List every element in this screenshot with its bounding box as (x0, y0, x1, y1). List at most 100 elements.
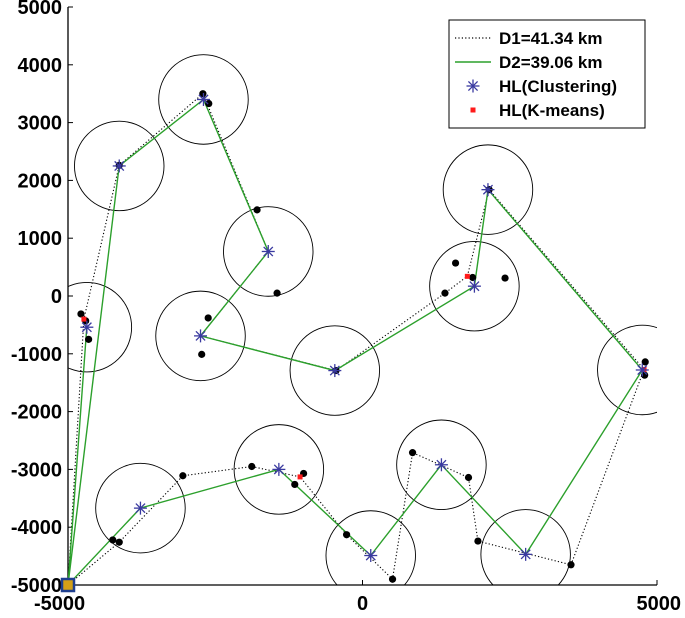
sensor-node-point (501, 274, 509, 282)
route-d2-line (67, 98, 644, 587)
coverage-circle (597, 324, 657, 416)
hl-kmeans-markers (81, 273, 647, 480)
sensor-nodes (77, 90, 649, 583)
asterisk-stroke (467, 80, 479, 92)
y-tick-label: 1000 (18, 228, 63, 250)
y-tick-label: -2000 (11, 402, 62, 424)
legend-label: D2=39.06 km (499, 53, 603, 72)
hl-clustering-point (328, 364, 342, 378)
hl-clustering-point (434, 458, 448, 472)
sensor-node-point (115, 538, 123, 546)
sensor-node-point (441, 289, 449, 297)
sensor-node-point (451, 259, 460, 267)
hl-clustering-point (635, 363, 649, 377)
sensor-node-point (109, 536, 117, 544)
coverage-circle (155, 290, 246, 382)
y-tick-label: 3000 (18, 113, 63, 135)
asterisk-stroke (195, 330, 206, 341)
legend-swatch-hl-clustering (466, 79, 480, 93)
asterisk-stroke (81, 322, 92, 333)
asterisk-stroke (436, 459, 447, 470)
coverage-circle (233, 424, 325, 515)
chart-axes: 5000 4000 3000 2000 1000 0 -1000 -2000 -3000 -400… (11, 0, 681, 615)
sensor-node-point (291, 480, 299, 489)
routes (67, 92, 645, 587)
sensor-node-point (474, 537, 482, 545)
y-tick-label: 0 (51, 286, 62, 308)
asterisk-stroke (469, 281, 480, 292)
coverage-circle (74, 120, 165, 212)
coverage-circles (68, 54, 657, 585)
legend: D1=41.34 km D2=39.06 km HL(Clustering) HL(K… (448, 19, 646, 129)
sensor-node-point (567, 561, 575, 569)
sensor-node-point (179, 472, 187, 480)
base-station-marker (60, 577, 76, 593)
sensor-node-point (641, 358, 649, 366)
sensor-node-point (388, 575, 397, 583)
coverage-circle (396, 419, 487, 510)
y-tick-label: 5000 (18, 0, 63, 19)
x-tick-label: 0 (357, 593, 368, 615)
y-tick-label: 4000 (18, 55, 63, 77)
x-tick-label: 5000 (637, 593, 682, 615)
sensor-node-point (469, 273, 477, 282)
asterisk-stroke (637, 364, 648, 376)
coverage-circle (289, 325, 381, 416)
sensor-node-point (198, 350, 206, 358)
coverage-circle (68, 282, 133, 373)
y-tick-label: 2000 (18, 170, 63, 192)
asterisk-stroke (365, 550, 376, 561)
asterisk-stroke (135, 503, 146, 514)
hl-clustering-point (467, 279, 481, 293)
asterisk-stroke (329, 365, 340, 376)
hl-clustering-point (133, 501, 147, 515)
y-tick-label: -3000 (11, 459, 62, 481)
sensor-node-point (77, 310, 85, 318)
asterisk-stroke (114, 160, 125, 172)
hl-clustering-point (261, 244, 275, 258)
coverage-circle (158, 54, 249, 145)
hl-clustering-point (194, 329, 208, 343)
asterisk-stroke (273, 464, 284, 475)
hl-clustering-point (364, 549, 378, 563)
coverage-circle (95, 462, 186, 554)
hl-clustering-point (196, 92, 210, 106)
coverage-circle (429, 240, 520, 332)
coverage-circle (480, 509, 571, 585)
sensor-node-point (408, 449, 417, 457)
hl-clustering-point (272, 462, 286, 476)
x-tick-label: -5000 (34, 593, 85, 615)
asterisk-stroke (198, 94, 209, 105)
hl-kmeans-point (81, 316, 87, 322)
route-d1-line (67, 92, 645, 586)
y-tick-label: -1000 (11, 344, 62, 366)
sensor-node-point (205, 99, 213, 108)
asterisk-stroke (482, 184, 494, 195)
hl-clustering-point (80, 320, 94, 334)
hl-kmeans-point (464, 273, 470, 279)
sensor-node-point (464, 473, 473, 482)
sensor-node-point (342, 531, 351, 539)
sensor-node-point (204, 314, 212, 322)
y-tick-label: -5000 (11, 575, 62, 597)
legend-box (448, 19, 646, 129)
base-station (60, 577, 76, 593)
hl-clustering-markers (80, 92, 649, 563)
coverage-circle (442, 144, 534, 235)
asterisk-stroke (263, 246, 274, 257)
hl-clustering-point (519, 547, 533, 561)
sensor-node-point (248, 462, 256, 471)
sensor-node-point (273, 289, 281, 297)
hl-clustering-point (112, 159, 126, 173)
coverage-circle (325, 510, 416, 585)
asterisk-stroke (520, 549, 531, 560)
coverage-circle (223, 206, 314, 297)
legend-label: HL(Clustering) (499, 77, 617, 96)
sensor-node-point (85, 335, 93, 343)
legend-label: HL(K-means) (499, 101, 605, 120)
y-tick-label: -4000 (11, 517, 62, 539)
legend-swatch-hl-kmeans (470, 107, 476, 113)
legend-label: D1=41.34 km (499, 29, 603, 48)
hl-clustering-point (481, 183, 495, 197)
